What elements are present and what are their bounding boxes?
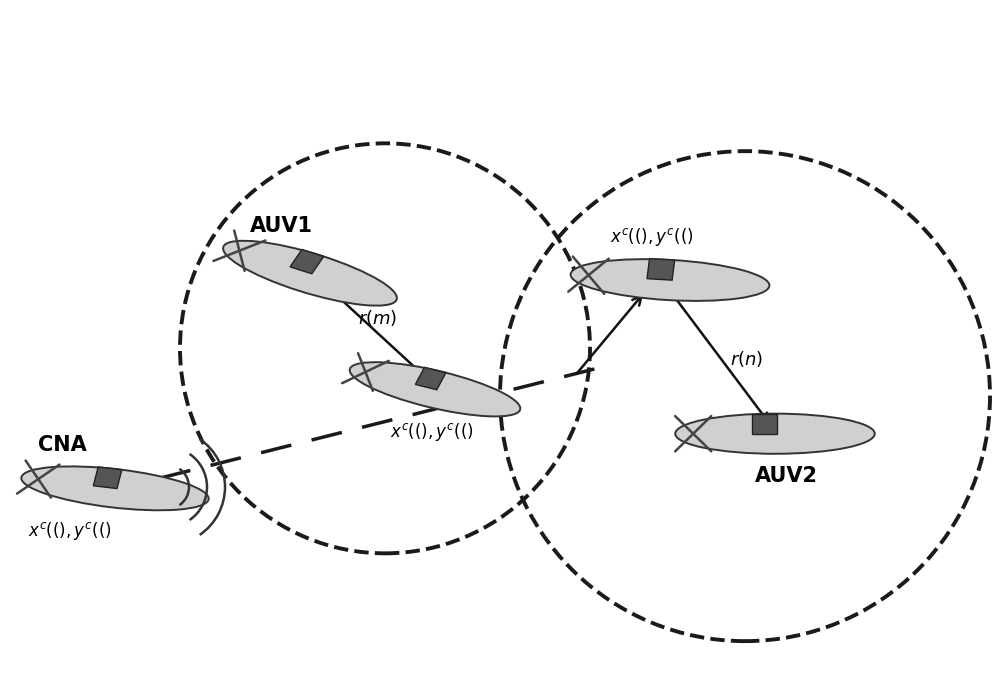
Polygon shape xyxy=(93,467,122,488)
Text: $r(m)$: $r(m)$ xyxy=(358,309,397,329)
Polygon shape xyxy=(647,259,675,280)
Text: CNA: CNA xyxy=(38,435,87,455)
Text: $x^c((), y^c(()$: $x^c((), y^c(()$ xyxy=(610,227,694,249)
Text: $x^c((), y^c(()$: $x^c((), y^c(()$ xyxy=(390,421,474,443)
Text: AUV1: AUV1 xyxy=(250,217,313,236)
Text: $x^c((), y^c(()$: $x^c((), y^c(()$ xyxy=(28,520,112,542)
Ellipse shape xyxy=(675,414,875,454)
Polygon shape xyxy=(290,249,324,274)
Text: AUV2: AUV2 xyxy=(755,466,818,486)
Polygon shape xyxy=(415,367,446,390)
Ellipse shape xyxy=(223,241,397,305)
Ellipse shape xyxy=(571,259,769,301)
Ellipse shape xyxy=(21,466,209,510)
Text: $r(n)$: $r(n)$ xyxy=(730,350,763,370)
Ellipse shape xyxy=(350,362,520,417)
Polygon shape xyxy=(752,414,777,434)
